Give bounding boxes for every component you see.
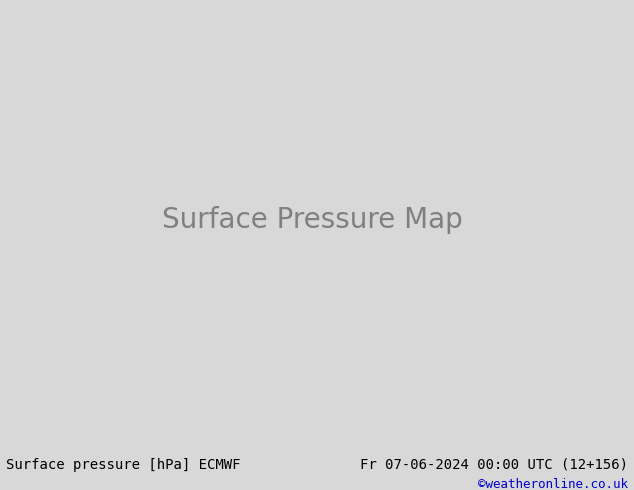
Text: ©weatheronline.co.uk: ©weatheronline.co.uk bbox=[477, 478, 628, 490]
Text: Surface Pressure Map: Surface Pressure Map bbox=[162, 206, 463, 234]
Text: Fr 07-06-2024 00:00 UTC (12+156): Fr 07-06-2024 00:00 UTC (12+156) bbox=[359, 458, 628, 471]
Text: Surface pressure [hPa] ECMWF: Surface pressure [hPa] ECMWF bbox=[6, 458, 241, 471]
